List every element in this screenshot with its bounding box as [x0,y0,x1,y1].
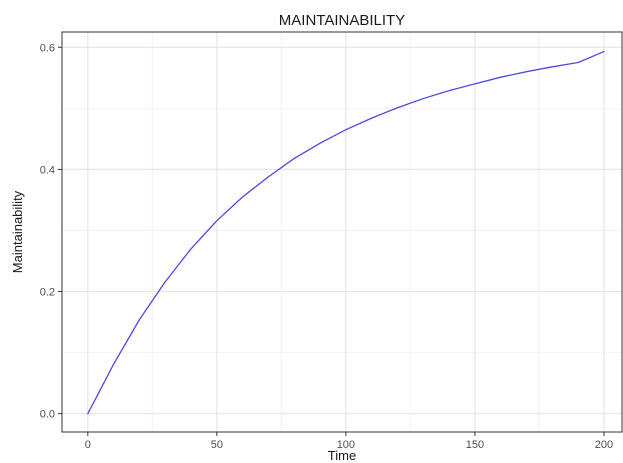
plot-panel [61,31,623,433]
x-tick-label: 0 [85,439,91,451]
series-layer [87,50,605,415]
y-tick-label: 0.2 [40,287,55,299]
y-axis-title: Maintainability [10,190,25,273]
chart-title: MAINTAINABILITY [279,12,405,29]
y-tick-label: 0.4 [40,164,55,176]
y-tick-label: 0.0 [40,409,55,421]
x-tick-label: 150 [466,439,484,451]
tick-layer: 0 50 100 150 200 0.0 0.2 0.4 0.6 [40,42,613,451]
y-tick-label: 0.6 [40,42,55,54]
x-tick-label: 50 [211,439,223,451]
x-tick-label: 100 [337,439,355,451]
series-line [87,50,605,415]
plot-border [61,31,623,433]
x-tick-label: 200 [595,439,613,451]
gridlines [62,32,622,432]
x-axis-title: Time [328,448,356,463]
